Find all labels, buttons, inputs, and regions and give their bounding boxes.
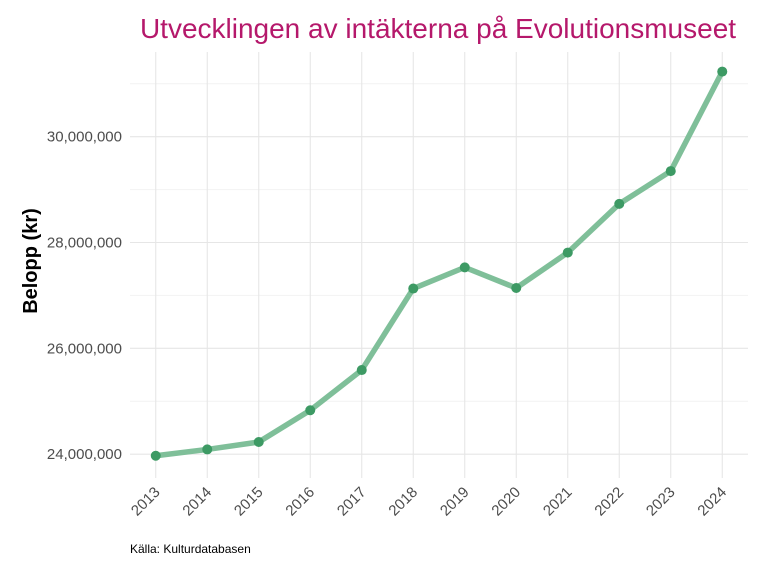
chart-title: Utvecklingen av intäkterna på Evolutions… — [140, 13, 736, 44]
source-caption: Källa: Kulturdatabasen — [130, 542, 251, 556]
data-point — [305, 405, 316, 416]
series-line — [153, 68, 725, 459]
x-tick-label: 2022 — [591, 484, 627, 520]
grid — [130, 52, 748, 478]
x-tick-label: 2023 — [643, 484, 679, 520]
x-axis-ticks: 2013 2014 2015 2016 2017 2018 2019 2020 2021 2022… — [128, 484, 730, 520]
x-tick-label: 2016 — [282, 484, 318, 520]
y-tick-label: 24,000,000 — [47, 446, 122, 463]
data-point — [665, 166, 676, 177]
data-point — [202, 444, 213, 455]
data-point — [562, 247, 573, 258]
data-point — [150, 450, 161, 461]
x-tick-label: 2015 — [231, 484, 267, 520]
x-tick-label: 2024 — [694, 484, 730, 520]
x-tick-label: 2018 — [385, 484, 421, 520]
y-tick-label: 30,000,000 — [47, 129, 122, 146]
data-point — [459, 262, 470, 273]
data-point — [253, 437, 264, 448]
x-tick-label: 2019 — [437, 484, 473, 520]
x-tick-label: 2021 — [540, 484, 576, 520]
y-tick-label: 26,000,000 — [47, 340, 122, 357]
x-tick-label: 2020 — [488, 484, 524, 520]
data-point — [356, 365, 367, 376]
data-point — [614, 198, 625, 209]
y-tick-label: 28,000,000 — [47, 235, 122, 252]
x-tick-label: 2013 — [128, 484, 164, 520]
data-point — [408, 283, 419, 294]
y-axis-label: Belopp (kr) — [20, 208, 42, 314]
series-revenue — [150, 66, 728, 461]
y-axis-ticks: 24,000,000 26,000,000 28,000,000 30,000,000 — [47, 129, 122, 464]
x-tick-label: 2014 — [179, 484, 215, 520]
data-point — [511, 283, 522, 294]
data-point — [717, 66, 728, 77]
x-tick-label: 2017 — [334, 484, 370, 520]
